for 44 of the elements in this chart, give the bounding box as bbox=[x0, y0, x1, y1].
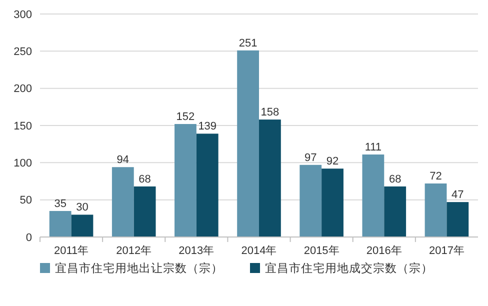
data-label: 111 bbox=[364, 141, 382, 154]
y-tick-label: 250 bbox=[14, 46, 32, 58]
data-label: 152 bbox=[176, 111, 195, 124]
bar bbox=[71, 214, 94, 237]
data-label: 97 bbox=[304, 152, 317, 164]
x-tick-label: 2015年 bbox=[304, 245, 340, 257]
y-tick-label: 300 bbox=[14, 8, 32, 21]
legend-label: 宜昌市住宅用地成交宗数（宗） bbox=[265, 261, 433, 276]
bar bbox=[259, 120, 281, 237]
x-tick-label: 2016年 bbox=[366, 245, 402, 257]
x-tick-label: 2014年 bbox=[241, 245, 277, 257]
data-label: 68 bbox=[388, 173, 402, 186]
data-label: 72 bbox=[430, 170, 442, 182]
bar bbox=[134, 186, 156, 237]
bar bbox=[424, 183, 447, 237]
bar bbox=[174, 124, 196, 237]
bar bbox=[446, 202, 469, 237]
bar bbox=[112, 167, 134, 237]
data-label: 158 bbox=[260, 106, 280, 119]
data-label: 251 bbox=[238, 37, 258, 50]
x-tick-label: 2012年 bbox=[116, 245, 152, 257]
x-tick-label: 2017年 bbox=[428, 245, 464, 257]
data-label: 92 bbox=[326, 156, 339, 168]
bar bbox=[49, 210, 72, 237]
data-label: 94 bbox=[116, 154, 130, 166]
y-tick-label: 150 bbox=[14, 120, 32, 132]
bar bbox=[322, 168, 344, 237]
y-tick-label: 50 bbox=[20, 194, 32, 207]
data-label: 68 bbox=[138, 173, 151, 186]
y-tick-label: 200 bbox=[14, 83, 32, 96]
bar bbox=[362, 154, 384, 237]
x-tick-label: 2013年 bbox=[178, 245, 214, 257]
y-tick-label: 100 bbox=[14, 158, 32, 170]
data-label: 35 bbox=[54, 198, 66, 210]
legend-label: 宜昌市住宅用地出让宗数（宗） bbox=[55, 261, 223, 276]
data-label: 30 bbox=[76, 202, 88, 214]
y-tick-label: 0 bbox=[26, 232, 32, 244]
bar bbox=[237, 50, 259, 237]
data-label: 139 bbox=[198, 120, 217, 133]
x-tick-label: 2011年 bbox=[54, 245, 89, 257]
bar bbox=[300, 164, 322, 237]
bar bbox=[196, 134, 218, 237]
data-label: 47 bbox=[452, 189, 464, 202]
bar bbox=[384, 186, 406, 237]
